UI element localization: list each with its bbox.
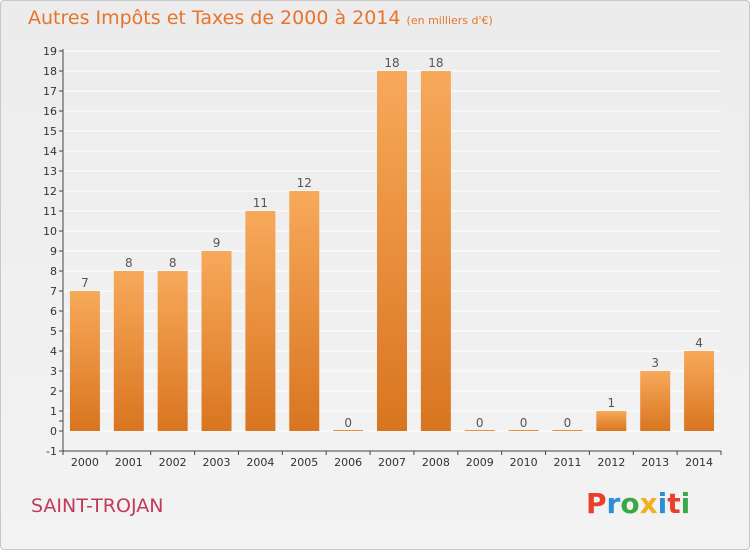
y-tick-label: 16 bbox=[43, 105, 57, 118]
y-tick-label: 2 bbox=[50, 385, 57, 398]
y-tick-label: 12 bbox=[43, 185, 57, 198]
title-text: Autres Impôts et Taxes de 2000 à 2014 bbox=[28, 7, 401, 29]
x-tick-label: 2000 bbox=[71, 456, 99, 469]
x-tick-label: 2006 bbox=[334, 456, 362, 469]
y-tick-label: 0 bbox=[50, 425, 57, 438]
y-tick-label: 7 bbox=[50, 285, 57, 298]
logo-letter: x bbox=[639, 487, 658, 520]
bar-2006 bbox=[333, 430, 364, 431]
bar-2013 bbox=[640, 371, 671, 431]
y-tick-label: 8 bbox=[50, 265, 57, 278]
x-tick-label: 2001 bbox=[115, 456, 143, 469]
bar-2001 bbox=[113, 271, 144, 431]
y-tick-label: 6 bbox=[50, 305, 57, 318]
chart-title: Autres Impôts et Taxes de 2000 à 2014 (e… bbox=[28, 7, 493, 29]
logo-letter: P bbox=[586, 487, 607, 520]
data-label-2004: 11 bbox=[253, 196, 268, 210]
y-tick-label: 19 bbox=[43, 45, 57, 58]
y-tick-label: 4 bbox=[50, 345, 57, 358]
bar-2012 bbox=[596, 411, 627, 431]
data-labels: 7 8 8 9 11 12 0 18 18 0 0 0 1 3 4 bbox=[81, 56, 703, 430]
data-label-2011: 0 bbox=[564, 416, 572, 430]
logo-letter: o bbox=[620, 487, 640, 520]
data-label-2013: 3 bbox=[651, 356, 659, 370]
y-tick-label: 15 bbox=[43, 125, 57, 138]
x-tick-label: 2011 bbox=[553, 456, 581, 469]
bar-2007 bbox=[377, 71, 407, 431]
data-label-2000: 7 bbox=[81, 276, 89, 290]
x-tick-label: 2005 bbox=[290, 456, 318, 469]
bar-2011 bbox=[552, 430, 583, 431]
data-label-2006: 0 bbox=[344, 416, 352, 430]
y-tick-label: 13 bbox=[43, 165, 57, 178]
data-label-2008: 18 bbox=[428, 56, 443, 70]
data-label-2003: 9 bbox=[213, 236, 221, 250]
bar-2005 bbox=[289, 191, 320, 431]
logo-letter: r bbox=[606, 487, 621, 520]
x-tick-label: 2014 bbox=[685, 456, 713, 469]
x-tick-label: 2008 bbox=[422, 456, 450, 469]
x-tick-label: 2013 bbox=[641, 456, 669, 469]
commune-name: SAINT-TROJAN bbox=[31, 495, 164, 517]
y-tick-label: 10 bbox=[43, 225, 57, 238]
data-label-2010: 0 bbox=[520, 416, 528, 430]
y-tick-label: 1 bbox=[50, 405, 57, 418]
x-tick-label: 2004 bbox=[246, 456, 274, 469]
x-tick-label: 2007 bbox=[378, 456, 406, 469]
y-tick-label: 5 bbox=[50, 325, 57, 338]
data-label-2002: 8 bbox=[169, 256, 177, 270]
bar-2014 bbox=[684, 351, 715, 431]
y-tick-label: 9 bbox=[50, 245, 57, 258]
logo-letter: i bbox=[680, 487, 691, 520]
x-tick-label: 2012 bbox=[597, 456, 625, 469]
data-label-2012: 1 bbox=[608, 396, 616, 410]
x-tick-label: 2002 bbox=[159, 456, 187, 469]
y-tick-label: 18 bbox=[43, 65, 57, 78]
data-label-2009: 0 bbox=[476, 416, 484, 430]
data-label-2014: 4 bbox=[695, 336, 703, 350]
bar-2004 bbox=[245, 211, 276, 431]
y-tick-label: 11 bbox=[43, 205, 57, 218]
bar-2000 bbox=[69, 291, 100, 431]
x-tick-label: 2010 bbox=[510, 456, 538, 469]
bar-2003 bbox=[201, 251, 232, 431]
y-tick-label: 3 bbox=[50, 365, 57, 378]
y-tick-label: 14 bbox=[43, 145, 57, 158]
bar-2002 bbox=[157, 271, 188, 431]
bar-2008 bbox=[420, 71, 451, 431]
logo-letter: i bbox=[657, 487, 668, 520]
bar-2010 bbox=[508, 430, 539, 431]
x-tick-label: 2009 bbox=[466, 456, 494, 469]
title-unit: (en milliers d'€) bbox=[406, 14, 493, 27]
y-tick-label: 17 bbox=[43, 85, 57, 98]
x-tick-label: 2003 bbox=[203, 456, 231, 469]
data-label-2005: 12 bbox=[297, 176, 312, 190]
proxiti-logo: Proxiti bbox=[586, 487, 690, 520]
bar-2009 bbox=[464, 430, 495, 431]
logo-letter: t bbox=[667, 487, 681, 520]
data-label-2007: 18 bbox=[384, 56, 399, 70]
bars bbox=[69, 71, 715, 431]
data-label-2001: 8 bbox=[125, 256, 133, 270]
y-tick-label: -1 bbox=[46, 445, 57, 458]
